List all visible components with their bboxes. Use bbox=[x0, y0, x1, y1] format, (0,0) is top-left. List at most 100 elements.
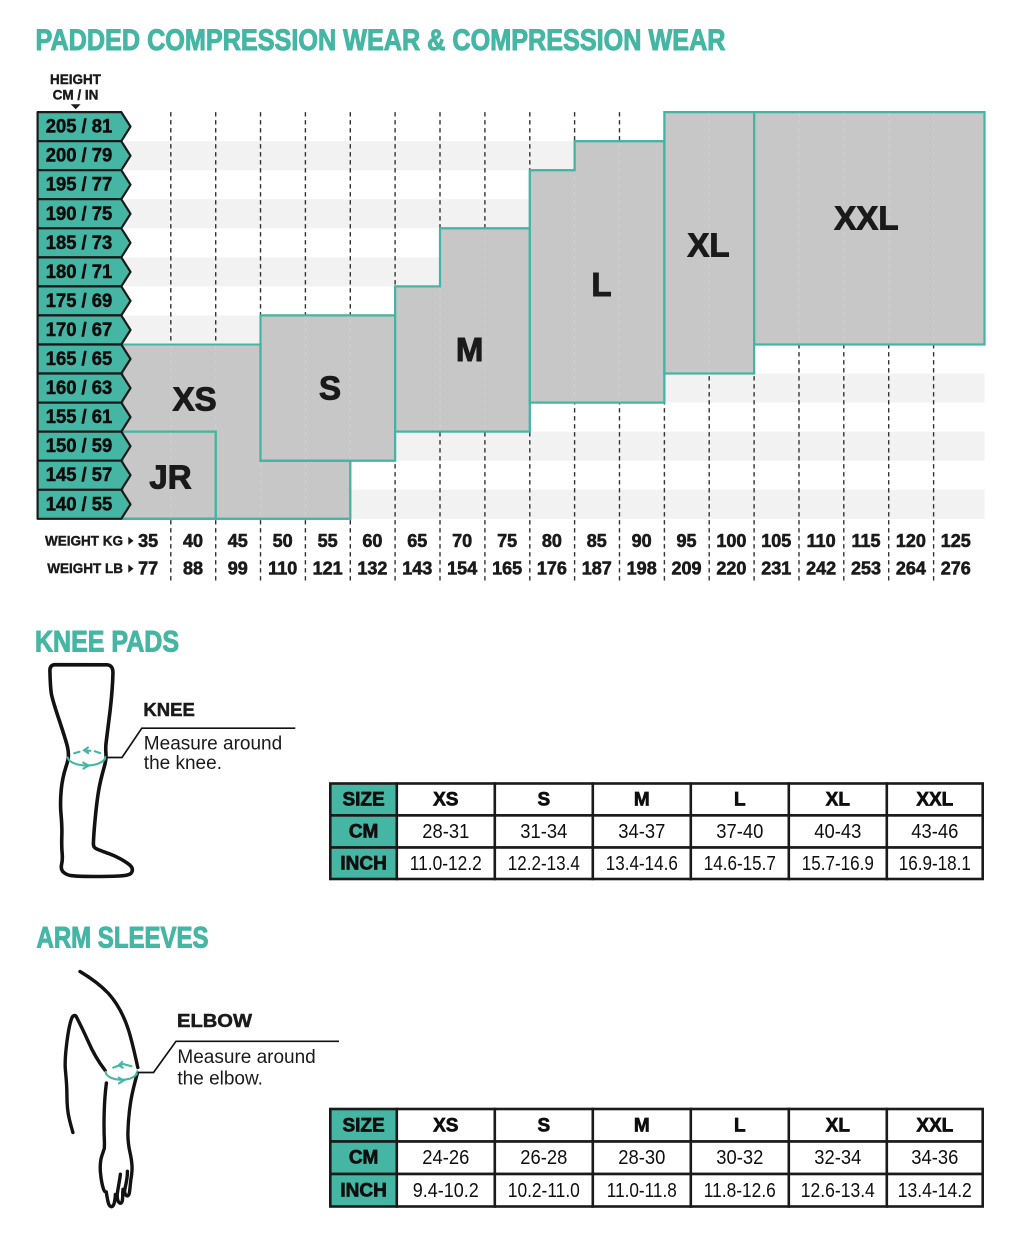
svg-text:XL: XL bbox=[826, 790, 851, 811]
svg-text:JR: JR bbox=[149, 459, 191, 496]
svg-text:65: 65 bbox=[407, 531, 427, 551]
svg-text:198: 198 bbox=[627, 559, 657, 579]
svg-text:ELBOW: ELBOW bbox=[177, 1010, 253, 1031]
svg-text:155 / 61: 155 / 61 bbox=[46, 407, 113, 428]
svg-text:154: 154 bbox=[447, 559, 477, 579]
svg-text:175 / 69: 175 / 69 bbox=[46, 291, 113, 312]
svg-text:143: 143 bbox=[402, 559, 432, 579]
svg-text:10.2-11.0: 10.2-11.0 bbox=[508, 1180, 580, 1202]
svg-text:12.6-13.4: 12.6-13.4 bbox=[801, 1180, 875, 1202]
svg-text:16.9-18.1: 16.9-18.1 bbox=[899, 853, 971, 875]
svg-text:S: S bbox=[537, 1115, 550, 1136]
svg-text:WEIGHT LB: WEIGHT LB bbox=[47, 561, 123, 576]
svg-text:100: 100 bbox=[716, 531, 746, 551]
svg-text:276: 276 bbox=[941, 559, 971, 579]
svg-text:88: 88 bbox=[183, 559, 203, 579]
svg-text:105: 105 bbox=[761, 531, 791, 551]
svg-text:XL: XL bbox=[826, 1115, 851, 1136]
svg-text:125: 125 bbox=[941, 531, 971, 551]
svg-text:HEIGHT: HEIGHT bbox=[50, 72, 102, 87]
svg-text:31-34: 31-34 bbox=[520, 821, 567, 843]
svg-text:the elbow.: the elbow. bbox=[177, 1069, 263, 1090]
svg-text:XS: XS bbox=[173, 381, 217, 418]
svg-text:INCH: INCH bbox=[340, 1180, 386, 1201]
svg-text:CM: CM bbox=[349, 1148, 379, 1169]
svg-text:PADDED COMPRESSION WEAR & COMP: PADDED COMPRESSION WEAR & COMPRESSION WE… bbox=[36, 24, 726, 57]
svg-text:XL: XL bbox=[687, 227, 729, 264]
svg-text:150 / 59: 150 / 59 bbox=[46, 436, 113, 457]
svg-text:176: 176 bbox=[537, 559, 567, 579]
svg-text:132: 132 bbox=[357, 559, 387, 579]
svg-text:M: M bbox=[634, 790, 650, 811]
svg-text:KNEE PADS: KNEE PADS bbox=[35, 625, 179, 658]
svg-text:L: L bbox=[734, 790, 746, 811]
svg-text:11.0-12.2: 11.0-12.2 bbox=[410, 853, 482, 875]
svg-text:205 / 81: 205 / 81 bbox=[46, 117, 113, 138]
svg-text:M: M bbox=[634, 1115, 650, 1136]
svg-text:XS: XS bbox=[433, 790, 458, 811]
svg-text:15.7-16.9: 15.7-16.9 bbox=[802, 853, 874, 875]
svg-text:99: 99 bbox=[228, 559, 248, 579]
svg-text:28-30: 28-30 bbox=[618, 1147, 665, 1169]
svg-text:187: 187 bbox=[582, 559, 612, 579]
svg-text:55: 55 bbox=[318, 531, 338, 551]
svg-text:70: 70 bbox=[452, 531, 472, 551]
svg-text:XXL: XXL bbox=[916, 790, 953, 811]
svg-text:209: 209 bbox=[671, 559, 701, 579]
svg-text:90: 90 bbox=[632, 531, 652, 551]
svg-text:12.2-13.4: 12.2-13.4 bbox=[508, 853, 580, 875]
svg-text:CM / IN: CM / IN bbox=[53, 87, 99, 102]
svg-text:34-37: 34-37 bbox=[618, 821, 665, 843]
svg-text:KNEE: KNEE bbox=[143, 699, 194, 720]
svg-text:231: 231 bbox=[761, 559, 791, 579]
svg-text:11.0-11.8: 11.0-11.8 bbox=[607, 1180, 677, 1202]
svg-text:SIZE: SIZE bbox=[342, 790, 384, 811]
svg-text:32-34: 32-34 bbox=[814, 1147, 861, 1169]
svg-text:Measure around: Measure around bbox=[177, 1047, 315, 1068]
svg-text:24-26: 24-26 bbox=[422, 1147, 469, 1169]
svg-text:145 / 57: 145 / 57 bbox=[46, 465, 113, 486]
svg-text:11.8-12.6: 11.8-12.6 bbox=[704, 1180, 776, 1202]
svg-text:80: 80 bbox=[542, 531, 562, 551]
svg-text:13.4-14.2: 13.4-14.2 bbox=[898, 1180, 972, 1202]
svg-text:160 / 63: 160 / 63 bbox=[46, 378, 113, 399]
svg-text:60: 60 bbox=[362, 531, 382, 551]
svg-text:43-46: 43-46 bbox=[911, 821, 958, 843]
svg-text:XS: XS bbox=[433, 1115, 458, 1136]
svg-text:220: 220 bbox=[716, 559, 746, 579]
svg-text:9.4-10.2: 9.4-10.2 bbox=[413, 1180, 479, 1202]
svg-text:CM: CM bbox=[349, 822, 379, 843]
svg-text:30-32: 30-32 bbox=[716, 1147, 763, 1169]
svg-text:242: 242 bbox=[806, 559, 836, 579]
svg-text:140 / 55: 140 / 55 bbox=[46, 494, 113, 515]
svg-text:77: 77 bbox=[138, 559, 158, 579]
svg-text:190 / 75: 190 / 75 bbox=[46, 204, 113, 225]
svg-text:M: M bbox=[456, 331, 484, 368]
svg-text:85: 85 bbox=[587, 531, 607, 551]
svg-text:165 / 65: 165 / 65 bbox=[46, 349, 113, 370]
svg-text:95: 95 bbox=[676, 531, 696, 551]
svg-text:35: 35 bbox=[138, 531, 158, 551]
svg-text:75: 75 bbox=[497, 531, 517, 551]
svg-text:13.4-14.6: 13.4-14.6 bbox=[606, 853, 678, 875]
svg-text:185 / 73: 185 / 73 bbox=[46, 233, 113, 254]
svg-text:L: L bbox=[734, 1115, 746, 1136]
svg-text:45: 45 bbox=[228, 531, 248, 551]
svg-text:the knee.: the knee. bbox=[144, 753, 222, 774]
svg-text:264: 264 bbox=[896, 559, 926, 579]
svg-text:195 / 77: 195 / 77 bbox=[46, 175, 113, 196]
svg-text:120: 120 bbox=[896, 531, 926, 551]
svg-text:37-40: 37-40 bbox=[716, 821, 763, 843]
svg-text:50: 50 bbox=[273, 531, 293, 551]
svg-text:ARM SLEEVES: ARM SLEEVES bbox=[37, 921, 209, 954]
svg-text:XXL: XXL bbox=[834, 200, 898, 237]
svg-text:115: 115 bbox=[851, 531, 880, 551]
svg-text:XXL: XXL bbox=[916, 1115, 953, 1136]
svg-text:28-31: 28-31 bbox=[422, 821, 469, 843]
svg-text:S: S bbox=[319, 370, 341, 407]
svg-text:40: 40 bbox=[183, 531, 203, 551]
svg-text:253: 253 bbox=[851, 559, 881, 579]
svg-text:165: 165 bbox=[492, 559, 522, 579]
svg-text:200 / 79: 200 / 79 bbox=[46, 146, 113, 167]
svg-text:40-43: 40-43 bbox=[814, 821, 861, 843]
